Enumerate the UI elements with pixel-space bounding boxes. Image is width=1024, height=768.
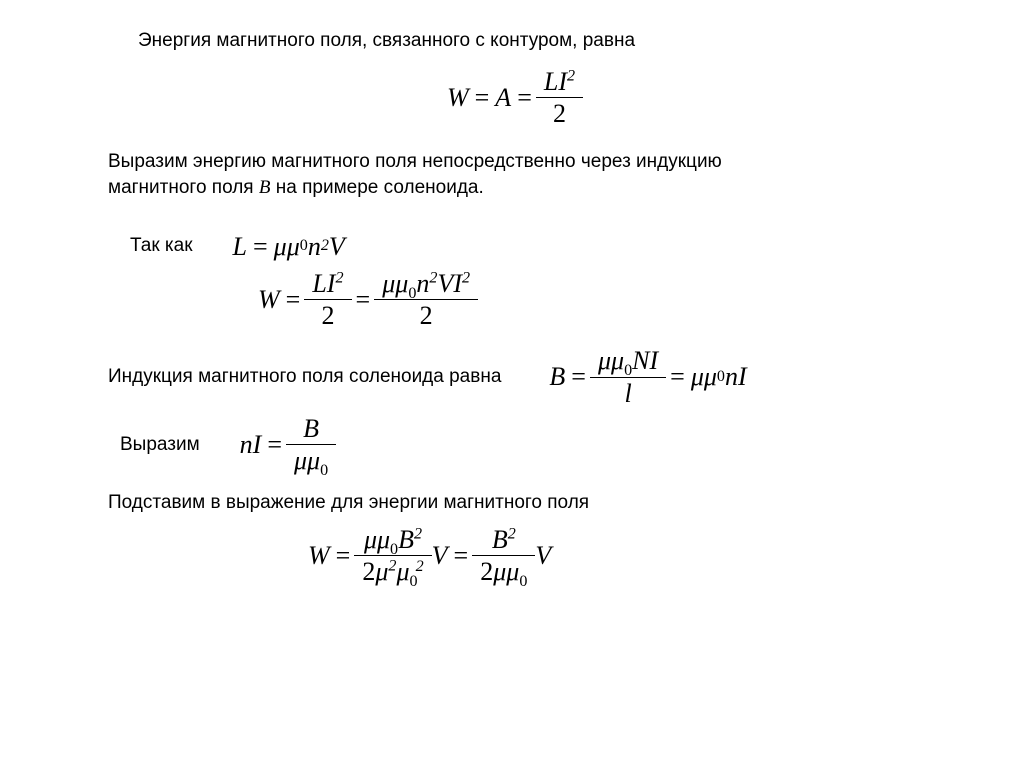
eq4-lhs: B bbox=[549, 359, 565, 394]
text-p3: Индукция магнитного поля соленоида равна bbox=[108, 364, 501, 390]
eq4-num-b: NI bbox=[632, 346, 658, 375]
eq3-f2-num-c: VI bbox=[437, 269, 462, 298]
eq6-f2-num-sup: 2 bbox=[508, 525, 516, 542]
eq1-num: LI bbox=[544, 67, 567, 96]
formula-3: W = LI2 2 = μμ0n2VI2 2 bbox=[258, 270, 476, 330]
equals-sign: = bbox=[261, 427, 288, 462]
paragraph-2: Выразим энергию магнитного поля непосред… bbox=[108, 149, 960, 200]
eq3-frac1: LI2 2 bbox=[308, 270, 347, 330]
eq5-lhs: nI bbox=[240, 427, 262, 462]
eq4-rhs-b: nI bbox=[725, 359, 747, 394]
eq6-f2-num: B bbox=[492, 525, 508, 554]
eq6-f1-den-c-sub: 0 bbox=[410, 574, 418, 591]
eq3-f1-den: 2 bbox=[304, 299, 351, 329]
formula-1-block: W = A = LI2 2 bbox=[68, 68, 960, 128]
eq1-lhs2: A bbox=[495, 80, 511, 115]
formula-2-row: Так как L = μμ0n2V bbox=[130, 229, 960, 264]
formula-6: W = μμ0B2 2μ2μ02 V = B2 2μμ0 V bbox=[308, 526, 551, 586]
eq3-f2-num-c-sup: 2 bbox=[462, 269, 470, 286]
eq4-num-a: μμ bbox=[598, 346, 624, 375]
text-p2b-prefix: магнитного поля bbox=[108, 177, 259, 198]
eq4-frac: μμ0NI l bbox=[594, 347, 662, 407]
equals-sign: = bbox=[565, 359, 592, 394]
eq3-f2-num-a: μμ bbox=[382, 269, 408, 298]
text-p4: Подставим в выражение для энергии магнит… bbox=[108, 492, 589, 513]
equals-sign: = bbox=[448, 538, 475, 573]
eq3-f1-num-sup: 2 bbox=[335, 269, 343, 286]
eq3-f1-num: LI bbox=[312, 269, 335, 298]
eq1-num-sup: 2 bbox=[567, 67, 575, 84]
eq6-tail2: V bbox=[535, 538, 551, 573]
eq6-f2-den-b-sub: 0 bbox=[519, 574, 527, 591]
eq5-den-a: μμ bbox=[294, 446, 320, 475]
text-p2b-suffix: на примере соленоида. bbox=[271, 177, 484, 198]
formula-4: B = μμ0NI l = μμ0nI bbox=[549, 347, 746, 407]
eq6-lhs: W bbox=[308, 538, 330, 573]
equals-sign: = bbox=[330, 538, 357, 573]
text-p1: Энергия магнитного поля, связанного с ко… bbox=[138, 30, 635, 51]
formula-4-row: Индукция магнитного поля соленоида равна… bbox=[108, 347, 960, 407]
eq6-f1-num-a: μμ bbox=[364, 525, 390, 554]
equals-sign: = bbox=[350, 282, 377, 317]
equals-sign: = bbox=[469, 80, 496, 115]
eq1-fraction: LI2 2 bbox=[540, 68, 579, 128]
eq1-lhs1: W bbox=[447, 80, 469, 115]
equals-sign: = bbox=[280, 282, 307, 317]
eq6-f1-num-b-sup: 2 bbox=[414, 525, 422, 542]
eq3-f2-den: 2 bbox=[374, 299, 478, 329]
formula-5: nI = B μμ0 bbox=[240, 415, 335, 475]
eq6-f1-den-a: 2 bbox=[362, 557, 375, 586]
eq2-lhs: L bbox=[233, 229, 247, 264]
text-p2b-var: B bbox=[259, 177, 271, 198]
eq4-rhs-a: μμ bbox=[691, 359, 717, 394]
formula-1: W = A = LI2 2 bbox=[447, 68, 581, 128]
eq6-f1-den-c-sup: 2 bbox=[416, 558, 424, 575]
formula-3-block: W = LI2 2 = μμ0n2VI2 2 bbox=[258, 270, 960, 330]
eq6-tail1: V bbox=[432, 538, 448, 573]
formula-6-block: W = μμ0B2 2μ2μ02 V = B2 2μμ0 V bbox=[308, 526, 960, 586]
eq2-rhs-b: n bbox=[308, 229, 321, 264]
eq1-den: 2 bbox=[536, 97, 583, 127]
eq5-num: B bbox=[299, 415, 323, 444]
eq6-f2-den-b: μμ bbox=[493, 557, 519, 586]
eq6-f1-num-b: B bbox=[398, 525, 414, 554]
formula-2: L = μμ0n2V bbox=[233, 229, 345, 264]
paragraph-1: Энергия магнитного поля, связанного с ко… bbox=[138, 28, 960, 54]
equals-sign: = bbox=[664, 359, 691, 394]
paragraph-4: Подставим в выражение для энергии магнит… bbox=[108, 490, 960, 516]
eq5-den-a-sub: 0 bbox=[320, 462, 328, 479]
eq3-f2-num-b: n bbox=[416, 269, 429, 298]
eq6-f1-den-b: μ bbox=[375, 557, 388, 586]
equals-sign: = bbox=[247, 229, 274, 264]
eq3-frac2: μμ0n2VI2 2 bbox=[378, 270, 474, 330]
page: Энергия магнитного поля, связанного с ко… bbox=[0, 0, 1024, 768]
equals-sign: = bbox=[511, 80, 538, 115]
eq6-frac2: B2 2μμ0 bbox=[476, 526, 531, 586]
eq2-rhs-c: V bbox=[329, 229, 345, 264]
eq2-rhs-a: μμ bbox=[274, 229, 300, 264]
text-p2a: Выразим энергию магнитного поля непосред… bbox=[108, 151, 722, 172]
eq4-den: l bbox=[590, 377, 666, 407]
eq6-f2-den-a: 2 bbox=[480, 557, 493, 586]
eq3-lhs: W bbox=[258, 282, 280, 317]
formula-5-row: Выразим nI = B μμ0 bbox=[120, 415, 960, 475]
lead-2: Выразим bbox=[120, 432, 200, 458]
eq6-f1-den-c: μ bbox=[396, 557, 409, 586]
lead-1: Так как bbox=[130, 233, 193, 259]
eq6-frac1: μμ0B2 2μ2μ02 bbox=[358, 526, 427, 586]
eq5-frac: B μμ0 bbox=[290, 415, 332, 475]
